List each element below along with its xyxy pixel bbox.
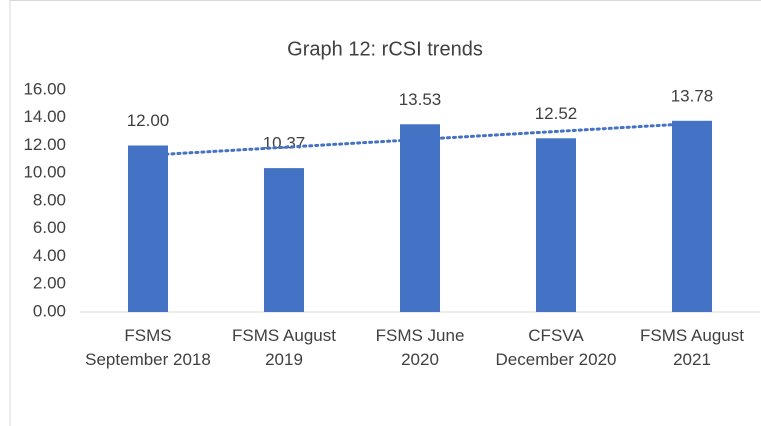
bar xyxy=(672,120,712,313)
y-tick-label: 8.00 xyxy=(33,190,66,209)
y-tick-label: 14.00 xyxy=(23,107,66,126)
trendline xyxy=(146,122,694,157)
bar xyxy=(128,145,168,312)
x-tick-label: CFSVA December 2020 xyxy=(495,326,617,369)
y-tick-label: 4.00 xyxy=(33,246,66,265)
y-tick-label: 6.00 xyxy=(33,218,66,237)
y-tick-label: 16.00 xyxy=(23,79,66,98)
x-tick-label: FSMS June 2020 xyxy=(375,326,465,369)
data-label: 12.00 xyxy=(127,111,170,130)
y-tick-label: 2.00 xyxy=(33,274,66,293)
data-label: 10.37 xyxy=(263,134,306,153)
x-tick-label: FSMS September 2018 xyxy=(85,326,211,369)
data-label: 12.52 xyxy=(535,104,578,123)
bar xyxy=(400,124,440,313)
y-tick-label: 10.00 xyxy=(23,163,66,182)
bar xyxy=(536,138,576,312)
chart-title: Graph 12: rCSI trends xyxy=(287,38,483,60)
x-tick-label: FSMS August 2021 xyxy=(640,326,744,369)
data-label: 13.53 xyxy=(399,90,442,109)
bar xyxy=(264,168,304,312)
y-tick-label: 12.00 xyxy=(23,135,66,154)
y-tick-label: 0.00 xyxy=(33,301,66,320)
x-tick-label: FSMS August 2019 xyxy=(232,326,336,369)
data-label: 13.78 xyxy=(671,86,714,105)
